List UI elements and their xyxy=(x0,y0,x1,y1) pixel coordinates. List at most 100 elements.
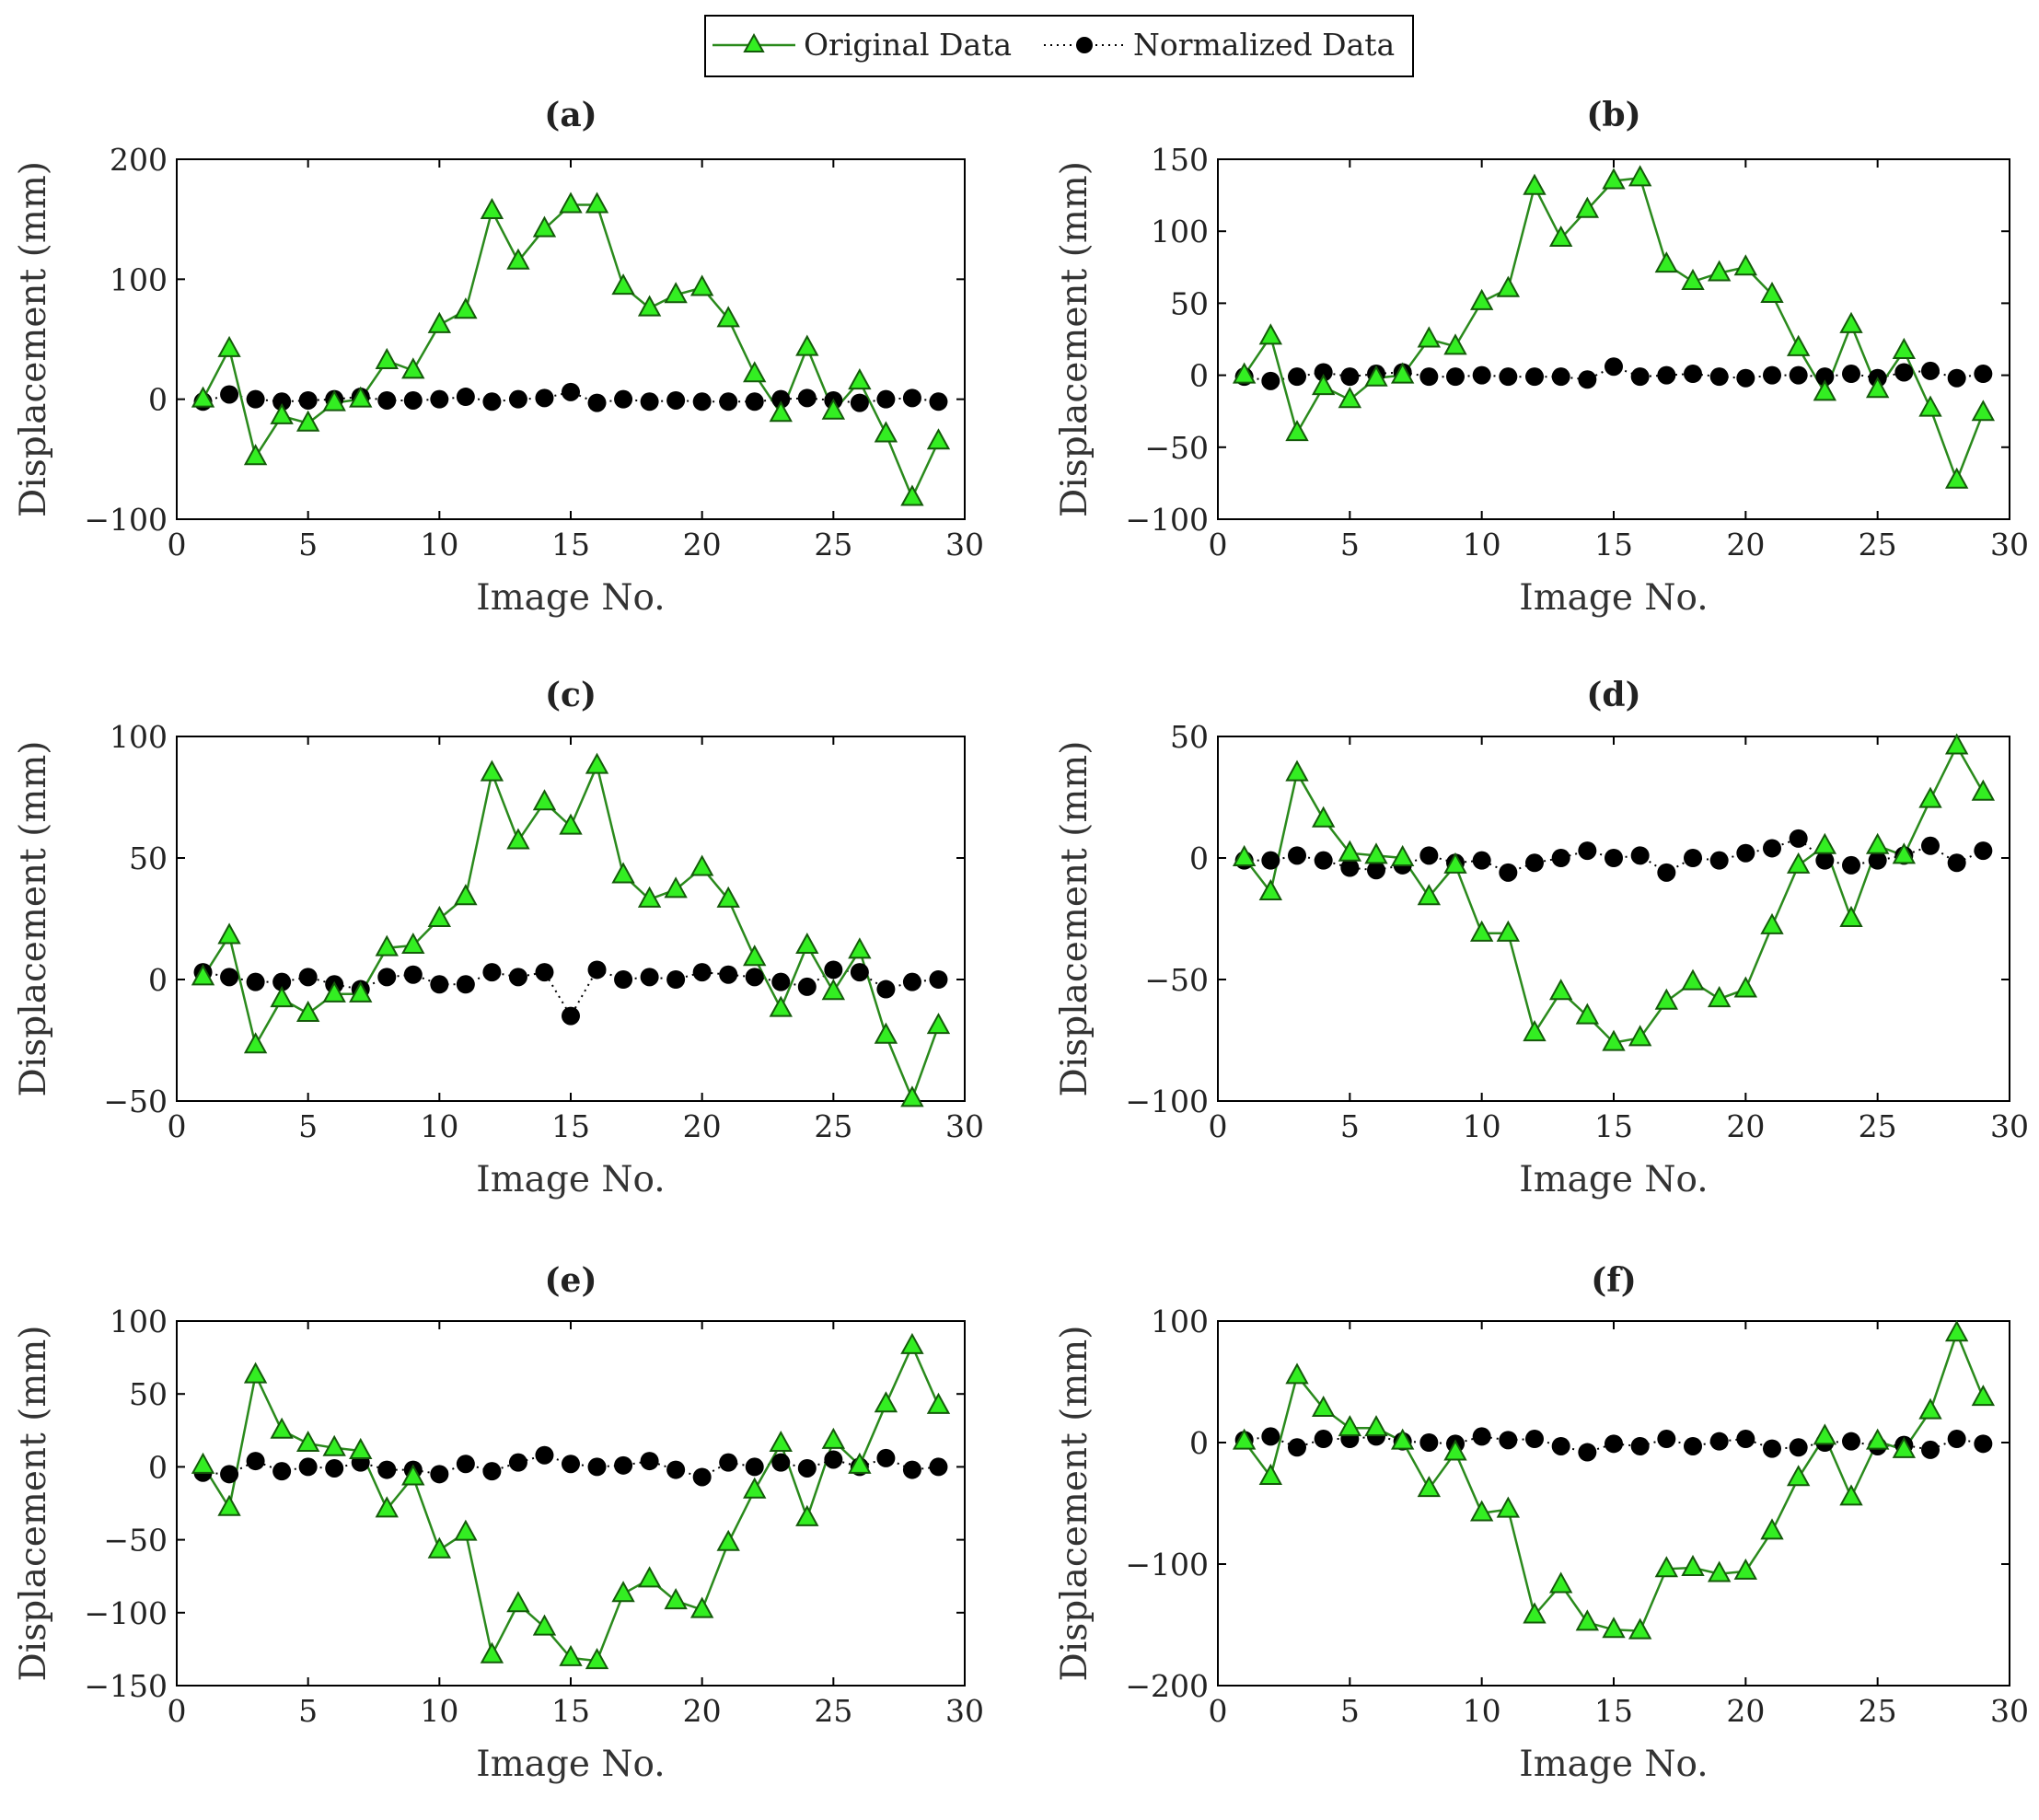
original-point xyxy=(1760,281,1784,304)
x-tick-label: 25 xyxy=(814,1693,852,1729)
normalized-point xyxy=(1947,368,1966,388)
original-point xyxy=(559,191,583,214)
original-point xyxy=(1469,1500,1494,1522)
original-point xyxy=(848,368,872,390)
x-tick-label: 25 xyxy=(1859,1108,1897,1144)
normalized-point xyxy=(377,968,397,987)
x-tick-label: 15 xyxy=(1594,1693,1633,1729)
original-point xyxy=(1733,254,1758,276)
original-point xyxy=(506,828,530,850)
original-point xyxy=(795,334,819,356)
axes-frame xyxy=(1217,158,2010,520)
axes-frame xyxy=(176,1320,966,1687)
x-tick-label: 0 xyxy=(1209,1108,1228,1144)
original-point xyxy=(1760,912,1784,934)
original-point xyxy=(611,862,635,884)
original-point xyxy=(1523,1602,1547,1624)
y-tick-label: 0 xyxy=(1189,1425,1209,1461)
original-point xyxy=(1390,844,1415,866)
y-tick-label: −100 xyxy=(84,502,168,538)
normalized-point xyxy=(1684,849,1702,867)
normalized-point xyxy=(640,392,659,412)
original-point xyxy=(427,905,452,927)
x-tick-label: 15 xyxy=(1594,1108,1633,1144)
normalized-point xyxy=(403,965,423,984)
normalized-point xyxy=(1314,363,1333,382)
normalized-point xyxy=(482,392,502,412)
original-point xyxy=(611,1581,635,1603)
normalized-point xyxy=(562,382,580,401)
normalized-point xyxy=(824,1450,843,1469)
original-point xyxy=(322,389,346,412)
original-point xyxy=(1443,852,1467,874)
original-point xyxy=(1681,968,1705,991)
normalized-point xyxy=(850,963,869,982)
y-tick-label: 100 xyxy=(110,719,168,755)
original-point xyxy=(1232,844,1257,866)
normalized-point xyxy=(508,968,527,987)
original-point xyxy=(1944,1320,1969,1342)
normalized-point xyxy=(929,392,948,412)
original-point xyxy=(611,273,635,296)
original-point xyxy=(1865,377,1890,399)
panel-title: (d) xyxy=(1586,676,1640,714)
axes-frame xyxy=(176,158,966,520)
normalized-point xyxy=(298,390,318,410)
original-point xyxy=(1813,1423,1837,1445)
normalized-point xyxy=(456,388,475,407)
normalized-point xyxy=(220,385,239,404)
original-point xyxy=(1602,168,1626,190)
original-point xyxy=(1311,374,1336,396)
original-point xyxy=(1575,196,1600,218)
panel-b: (b) 0 5 10 15 20 25 30 −100 −50 0 50 100 150 Image No.… xyxy=(1054,96,2029,619)
original-point xyxy=(769,995,793,1017)
axes-frame xyxy=(176,736,966,1102)
original-point xyxy=(795,1504,819,1526)
y-tick-label: 0 xyxy=(148,962,168,998)
y-tick-label: 50 xyxy=(129,840,168,876)
normalized-point xyxy=(797,388,817,408)
normalized-point xyxy=(771,389,791,409)
original-point xyxy=(454,884,478,906)
x-axis-title: Image No. xyxy=(476,1744,665,1785)
original-point xyxy=(1469,288,1494,310)
original-point xyxy=(1786,1465,1811,1487)
y-tick-label: −100 xyxy=(1125,502,1209,538)
original-point xyxy=(217,922,241,945)
x-tick-label: 0 xyxy=(168,1693,187,1729)
normalized-point xyxy=(1261,851,1280,870)
normalized-point xyxy=(1947,1430,1966,1449)
original-point xyxy=(795,932,819,955)
original-point xyxy=(1918,395,1942,417)
original-point xyxy=(1390,362,1415,384)
original-point xyxy=(532,215,557,238)
normalized-point xyxy=(298,968,318,987)
y-tick-label: 150 xyxy=(1151,142,1209,178)
original-point xyxy=(480,1641,504,1664)
original-point xyxy=(1918,786,1942,808)
normalized-point xyxy=(1709,851,1729,870)
original-point xyxy=(1918,1397,1942,1420)
normalized-point xyxy=(1921,836,1940,855)
y-tick-label: −50 xyxy=(1144,430,1209,466)
original-point xyxy=(1417,326,1442,348)
original-point xyxy=(349,980,373,1003)
y-axis-title: Displacement (mm) xyxy=(1054,161,1095,517)
y-axis-title: Displacement (mm) xyxy=(13,1325,54,1681)
panel-e: (e) 0 5 10 15 20 25 30 −150 −100 −50 0 50 100 Image No… xyxy=(13,1261,984,1785)
normalized-point xyxy=(1499,1431,1518,1450)
original-point xyxy=(295,410,320,432)
original-point xyxy=(1839,311,1863,333)
y-axis-title: Displacement (mm) xyxy=(13,161,54,517)
original-point xyxy=(243,1032,268,1054)
original-point xyxy=(375,347,399,369)
normalized-point xyxy=(1947,853,1966,873)
original-point xyxy=(1258,323,1283,345)
normalized-point xyxy=(745,968,764,987)
normalized-point xyxy=(1472,365,1491,385)
normalized-point xyxy=(508,389,527,409)
original-point xyxy=(1707,260,1732,282)
original-point xyxy=(1364,1415,1388,1437)
normalized-point xyxy=(824,960,843,980)
x-tick-label: 0 xyxy=(1209,1693,1228,1729)
